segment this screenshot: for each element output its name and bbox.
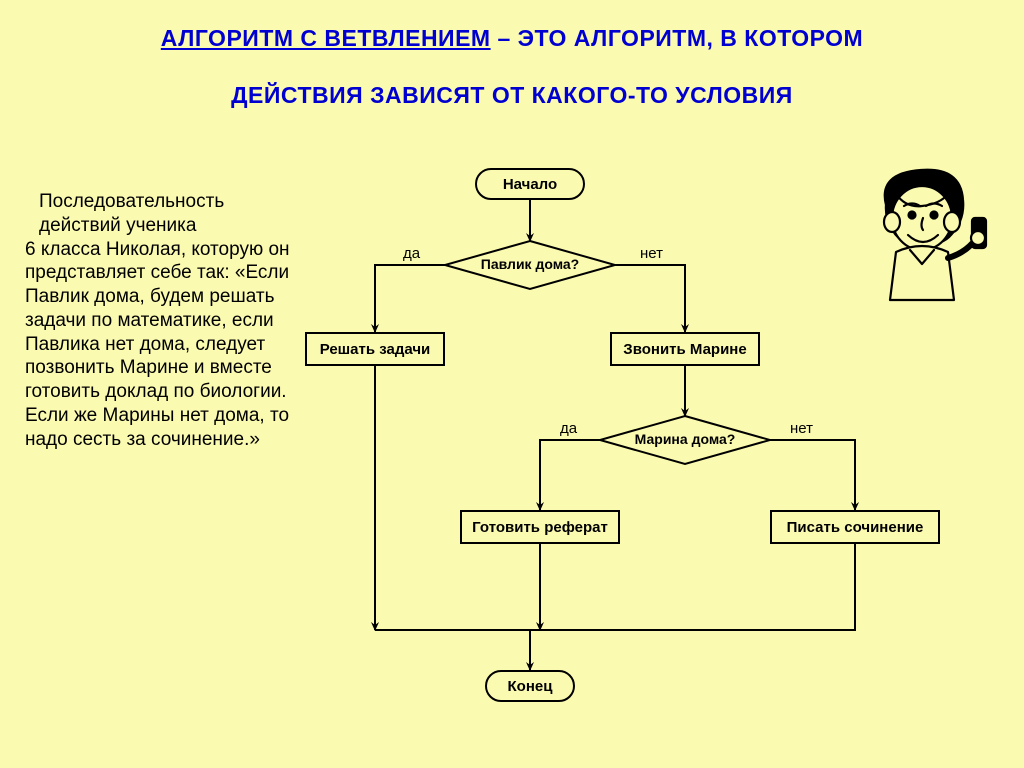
process-p_ref: Готовить реферат xyxy=(460,510,620,544)
diamond-d1: Павлик дома? xyxy=(453,256,607,272)
heading-line-2: ДЕЙСТВИЯ ЗАВИСЯТ ОТ КАКОГО-ТО УСЛОВИЯ xyxy=(0,82,1024,109)
heading-line-1: АЛГОРИТМ С ВЕТВЛЕНИЕМ – ЭТО АЛГОРИТМ, В … xyxy=(0,25,1024,52)
terminator-end: Конец xyxy=(485,670,575,702)
branch-label-d2_no: нет xyxy=(790,420,813,437)
process-p_call: Звонить Марине xyxy=(610,332,760,366)
heading-rest: – ЭТО АЛГОРИТМ, В КОТОРОМ xyxy=(491,25,864,51)
body-rest: 6 класса Николая, которую он представляе… xyxy=(25,238,295,452)
body-paragraph: Последовательность действий ученика 6 кл… xyxy=(25,190,295,451)
process-p_essay: Писать сочинение xyxy=(770,510,940,544)
branch-label-d1_yes: да xyxy=(403,245,420,262)
boy-illustration xyxy=(846,160,996,320)
diamond-d2: Марина дома? xyxy=(608,431,762,447)
body-lead: Последовательность действий ученика xyxy=(39,190,295,238)
branch-label-d2_yes: да xyxy=(560,420,577,437)
branch-label-d1_no: нет xyxy=(640,245,663,262)
heading-underlined: АЛГОРИТМ С ВЕТВЛЕНИЕМ xyxy=(161,25,491,51)
terminator-start: Начало xyxy=(475,168,585,200)
process-p_solve: Решать задачи xyxy=(305,332,445,366)
